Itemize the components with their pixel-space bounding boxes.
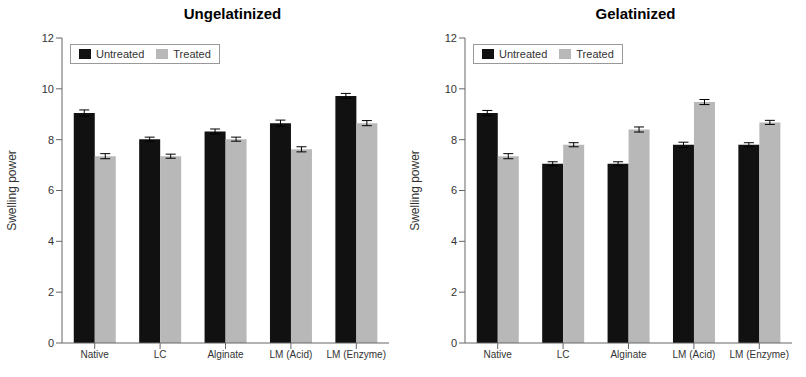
svg-text:8: 8 (48, 134, 54, 146)
svg-text:0: 0 (48, 337, 54, 349)
svg-text:4: 4 (451, 235, 457, 247)
svg-text:8: 8 (451, 134, 457, 146)
svg-text:Native: Native (484, 349, 513, 360)
svg-text:10: 10 (445, 83, 457, 95)
svg-text:LM (Acid): LM (Acid) (270, 349, 313, 360)
svg-text:Swelling power: Swelling power (8, 150, 19, 231)
svg-text:2: 2 (451, 286, 457, 298)
svg-text:0: 0 (451, 337, 457, 349)
svg-text:Swelling power: Swelling power (408, 150, 422, 231)
html-text:Gelatinized: Gelatinized (595, 5, 676, 22)
svg-text:Alginate: Alginate (610, 349, 647, 360)
html-text:Treated: Treated (576, 48, 614, 60)
html-text:Ungelatinized: Ungelatinized (183, 5, 282, 22)
svg-text:12: 12 (42, 32, 54, 44)
html-text:Untreated: Untreated (96, 48, 145, 60)
html-text:Untreated: Untreated (499, 48, 548, 60)
svg-text:Native: Native (81, 349, 110, 360)
svg-text:10: 10 (42, 83, 54, 95)
svg-text:4: 4 (48, 235, 54, 247)
svg-text:Alginate: Alginate (207, 349, 244, 360)
svg-text:LM (Enzyme): LM (Enzyme) (730, 349, 789, 360)
svg-text:LM (Enzyme): LM (Enzyme) (327, 349, 386, 360)
svg-text:2: 2 (48, 286, 54, 298)
svg-text:6: 6 (48, 184, 54, 196)
svg-text:6: 6 (451, 184, 457, 196)
svg-text:LC: LC (154, 349, 167, 360)
html-text:Treated: Treated (173, 48, 211, 60)
svg-text:12: 12 (445, 32, 457, 44)
svg-text:LM (Acid): LM (Acid) (673, 349, 716, 360)
svg-text:LC: LC (557, 349, 570, 360)
